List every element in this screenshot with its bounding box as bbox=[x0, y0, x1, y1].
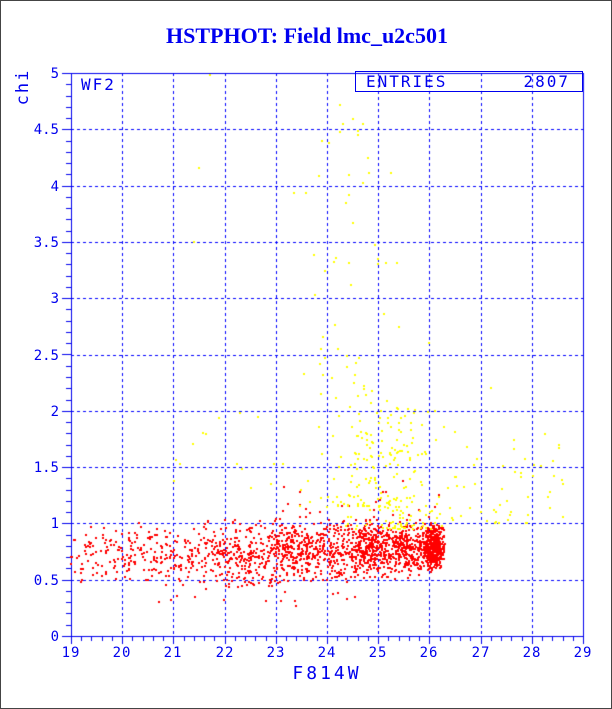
x-tick-label: 23 bbox=[266, 645, 286, 661]
y-tick-label: 0 bbox=[50, 629, 59, 645]
y-tick-label: 5 bbox=[50, 66, 59, 82]
entries-label: ENTRIES bbox=[366, 72, 448, 91]
camera-chip-label: WF2 bbox=[81, 75, 116, 94]
x-tick-label: 27 bbox=[471, 645, 491, 661]
x-tick-label: 29 bbox=[573, 645, 593, 661]
y-tick-label: 2 bbox=[50, 404, 59, 420]
entries-box: ENTRIES 2807 bbox=[355, 71, 583, 92]
chart-title: HSTPHOT: Field lmc_u2c501 bbox=[166, 23, 448, 48]
y-tick-label: 4 bbox=[50, 179, 59, 195]
x-tick-label: 24 bbox=[317, 645, 337, 661]
x-tick-label: 26 bbox=[419, 645, 439, 661]
x-tick-label: 21 bbox=[163, 645, 183, 661]
y-tick-label: 1 bbox=[50, 516, 59, 532]
y-tick-label: 3 bbox=[50, 291, 59, 307]
x-tick-label: 20 bbox=[112, 645, 132, 661]
x-tick-label: 22 bbox=[215, 645, 235, 661]
x-tick-label: 25 bbox=[368, 645, 388, 661]
y-tick-label: 3.5 bbox=[33, 235, 59, 251]
y-tick-label: 0.5 bbox=[33, 573, 59, 589]
y-tick-label: 2.5 bbox=[33, 348, 59, 364]
x-axis-label: F814W bbox=[292, 663, 362, 684]
x-tick-label: 19 bbox=[61, 645, 81, 661]
entries-value: 2807 bbox=[523, 72, 570, 91]
x-tick-label: 28 bbox=[522, 645, 542, 661]
y-tick-label: 4.5 bbox=[33, 122, 59, 138]
y-tick-label: 1.5 bbox=[33, 460, 59, 476]
